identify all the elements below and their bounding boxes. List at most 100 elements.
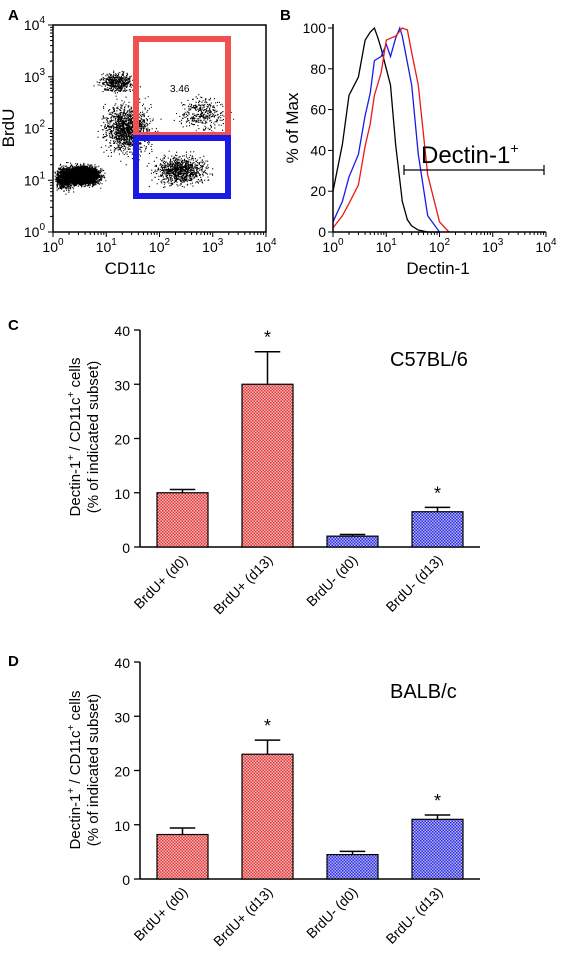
a-ytick-label-3-exp: 3 — [39, 67, 45, 78]
b-ytick-label-2: 40 — [310, 142, 326, 158]
a-ytick-label-1: 101 — [24, 170, 46, 188]
gate-brdu-positive-value: 3.46 — [170, 84, 190, 95]
panel-c: C C57BL/6 Dectin-1+ / CD11c+ cells (% of… — [8, 317, 480, 617]
a-ytick-label-2-exp: 2 — [39, 119, 45, 130]
category-label: BrdU+ (d13) — [210, 552, 276, 618]
panel-d-ylabel-line2: (% of indicated subset) — [85, 694, 102, 847]
y-tick-label: 40 — [114, 323, 130, 339]
a-xtick-label-4-exp: 4 — [271, 237, 277, 248]
bar — [326, 853, 379, 880]
a-xtick-label-4: 104 — [255, 237, 277, 255]
b-ytick-label-5: 100 — [303, 20, 327, 36]
a-xtick-label-0: 100 — [42, 237, 64, 255]
gate-brdu-negative-value: 15.48 — [168, 163, 193, 174]
category-label: BrdU+ (d0) — [131, 552, 191, 612]
a-xtick-label-1: 101 — [96, 237, 118, 255]
b-xtick-label-2: 102 — [429, 237, 451, 255]
a-xtick-label-2-exp: 2 — [165, 237, 171, 248]
a-xtick-label-3-exp: 3 — [218, 237, 224, 248]
histogram-series-1 — [332, 26, 441, 233]
histogram-curves — [332, 26, 450, 233]
b-ytick-label-0: 0 — [318, 224, 326, 240]
bar — [241, 753, 294, 880]
a-xtick-label-3: 103 — [202, 237, 224, 255]
b-xtick-label-2-base: 10 — [429, 239, 445, 255]
category-label: BrdU+ (d0) — [131, 884, 191, 944]
b-xtick-label-2-exp: 2 — [445, 237, 451, 248]
bar — [411, 511, 464, 548]
panel-d: D BALB/c Dectin-1+ / CD11c+ cells (% of … — [8, 653, 480, 949]
y-tick-label: 20 — [114, 432, 130, 448]
a-xtick-label-0-exp: 0 — [58, 237, 64, 248]
a-xtick-label-1-base: 10 — [96, 239, 112, 255]
panel-c-ylabel-line2: (% of indicated subset) — [85, 361, 102, 514]
panel-b-xlabel: Dectin-1 — [406, 259, 469, 278]
panel-c-ylabel-line1: Dectin-1+ / CD11c+ cells — [66, 358, 84, 517]
panel-label-d: D — [8, 653, 19, 670]
y-tick-label: 30 — [114, 709, 130, 725]
b-xtick-label-3-base: 10 — [482, 239, 498, 255]
b-xtick-label-3-exp: 3 — [498, 237, 504, 248]
b-xtick-label-4-base: 10 — [535, 239, 551, 255]
a-xtick-label-4-base: 10 — [255, 239, 271, 255]
significance-star: * — [434, 483, 441, 503]
panel-label-c: C — [8, 317, 19, 334]
panel-d-strain: BALB/c — [390, 681, 457, 703]
a-xtick-label-2: 102 — [149, 237, 171, 255]
a-xtick-label-3-base: 10 — [202, 239, 218, 255]
b-xtick-label-0: 100 — [322, 237, 344, 255]
b-xtick-label-4-exp: 4 — [551, 237, 557, 248]
b-ytick-label-3: 60 — [310, 102, 326, 118]
b-xtick-label-1-exp: 1 — [391, 237, 397, 248]
category-label: BrdU- (d0) — [303, 884, 361, 942]
b-xtick-label-3: 103 — [482, 237, 504, 255]
a-ytick-label-0: 100 — [24, 222, 46, 240]
b-ytick-label-4: 80 — [310, 61, 326, 77]
panel-b-ylabel: % of Max — [283, 92, 302, 163]
significance-star: * — [264, 716, 271, 736]
panel-d-ylabel-line1: Dectin-1+ / CD11c+ cells — [66, 691, 84, 850]
y-tick-label: 20 — [114, 764, 130, 780]
a-ytick-label-3-base: 10 — [24, 69, 40, 85]
a-xtick-label-0-base: 10 — [42, 239, 58, 255]
a-ytick-label-1-exp: 1 — [39, 170, 45, 181]
b-xtick-label-4: 104 — [535, 237, 557, 255]
a-xtick-label-1-exp: 1 — [111, 237, 117, 248]
panel-label-b: B — [280, 7, 291, 24]
category-label: BrdU- (d0) — [303, 552, 361, 610]
y-tick-label: 10 — [114, 818, 130, 834]
a-ytick-label-1-base: 10 — [24, 172, 40, 188]
a-xtick-label-2-base: 10 — [149, 239, 165, 255]
bar — [156, 833, 209, 880]
b-xtick-label-0-exp: 0 — [338, 237, 344, 248]
y-tick-label: 0 — [122, 872, 130, 888]
significance-star: * — [434, 791, 441, 811]
b-xtick-label-1-base: 10 — [376, 239, 392, 255]
bar — [411, 818, 464, 880]
dectin-gate-label-text: Dectin-1 — [421, 142, 510, 169]
category-label: BrdU- (d13) — [383, 884, 446, 947]
panel-c-strain: C57BL/6 — [390, 349, 468, 371]
panel-a-xlabel: CD11c — [105, 259, 156, 278]
y-tick-label: 0 — [122, 540, 130, 556]
a-ytick-label-0-exp: 0 — [39, 222, 45, 233]
b-xtick-label-0-base: 10 — [322, 239, 338, 255]
histogram-series-2 — [332, 27, 450, 233]
y-tick-label: 30 — [114, 377, 130, 393]
a-ytick-label-0-base: 10 — [24, 224, 40, 240]
dectin-gate-label-sup: + — [510, 140, 518, 156]
significance-star: * — [264, 328, 271, 348]
bar — [241, 383, 294, 548]
dectin-gate-label: Dectin-1+ — [421, 140, 519, 169]
panel-a-ylabel: BrdU — [0, 109, 18, 148]
category-label: BrdU+ (d13) — [210, 884, 276, 950]
a-ytick-label-2: 102 — [24, 119, 46, 137]
a-ytick-label-3: 103 — [24, 67, 46, 85]
bar — [156, 492, 209, 548]
b-xtick-label-1: 101 — [376, 237, 398, 255]
